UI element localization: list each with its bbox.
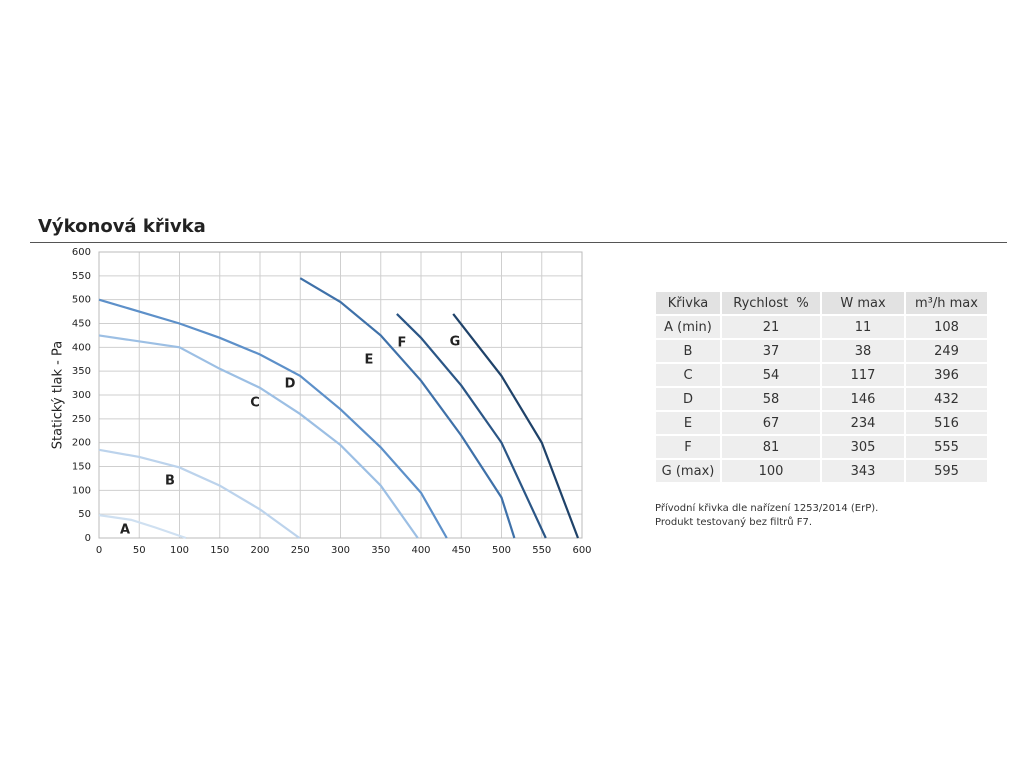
table-cell: B bbox=[654, 338, 722, 364]
table-cell: 108 bbox=[904, 314, 989, 340]
table-cell: 37 bbox=[720, 338, 822, 364]
y-tick-label: 150 bbox=[72, 462, 91, 473]
curve-label: F bbox=[398, 336, 407, 351]
table-cell: 146 bbox=[820, 386, 906, 412]
note: Produkt testovaný bez filtrů F7. bbox=[655, 517, 813, 528]
table-cell: 432 bbox=[904, 386, 989, 412]
curve-label: G bbox=[450, 335, 461, 350]
table-cell: 234 bbox=[820, 410, 906, 436]
header-cell: m³/h max bbox=[904, 290, 989, 316]
note: Přívodní křivka dle nařízení 1253/2014 (… bbox=[655, 503, 879, 514]
y-tick-label: 200 bbox=[72, 438, 91, 449]
table-cell: 343 bbox=[820, 458, 906, 484]
chart: 0 50 100 150 200 250 300 350 400 450 500 550 600 0 50 1… bbox=[51, 247, 592, 556]
table-cell: D bbox=[654, 386, 722, 412]
table-cell: 516 bbox=[904, 410, 989, 436]
table-cell: 249 bbox=[904, 338, 989, 364]
y-tick-label: 250 bbox=[72, 414, 91, 425]
table-cell: E bbox=[654, 410, 722, 436]
table-cell: 81 bbox=[720, 434, 822, 460]
x-tick-label: 600 bbox=[572, 545, 591, 556]
table-body: A (min) 21 11 108 B 37 38 249 C 54 117 396 D 58 146 432… bbox=[654, 314, 989, 484]
header-cell: Křivka bbox=[654, 290, 722, 316]
header-cell: W max bbox=[820, 290, 906, 316]
curve bbox=[98, 448, 301, 539]
table-row: D 58 146 432 bbox=[654, 386, 989, 412]
table-row: A (min) 21 11 108 bbox=[654, 314, 989, 340]
y-tick-label: 350 bbox=[72, 366, 91, 377]
curve-label: C bbox=[250, 396, 260, 411]
x-tick-label: 250 bbox=[291, 545, 310, 556]
table-cell: 555 bbox=[904, 434, 989, 460]
table-row: F 81 305 555 bbox=[654, 434, 989, 460]
y-tick-label: 400 bbox=[72, 342, 91, 353]
curve bbox=[98, 514, 187, 540]
table-cell: 100 bbox=[720, 458, 822, 484]
table-cell: 38 bbox=[820, 338, 906, 364]
y-tick-label: 500 bbox=[72, 295, 91, 306]
x-tick-label: 500 bbox=[492, 545, 511, 556]
y-tick-label: 550 bbox=[72, 271, 91, 282]
y-tick-label: 450 bbox=[72, 319, 91, 330]
table-row: B 37 38 249 bbox=[654, 338, 989, 364]
x-tick-label: 550 bbox=[532, 545, 551, 556]
x-tick-label: 450 bbox=[452, 545, 471, 556]
y-tick-label: 100 bbox=[72, 485, 91, 496]
table-cell: 54 bbox=[720, 362, 822, 388]
page-title: Výkonová křivka bbox=[38, 216, 206, 237]
header-cell: Rychlost % bbox=[720, 290, 822, 316]
x-tick-label: 150 bbox=[210, 545, 229, 556]
table-cell: 595 bbox=[904, 458, 989, 484]
table-cell: 67 bbox=[720, 410, 822, 436]
curve-label: A bbox=[120, 523, 130, 538]
table-cell: 21 bbox=[720, 314, 822, 340]
curve bbox=[452, 313, 580, 539]
table-row: C 54 117 396 bbox=[654, 362, 989, 388]
table-cell: F bbox=[654, 434, 722, 460]
table-cell: 117 bbox=[820, 362, 906, 388]
x-tick-label: 300 bbox=[331, 545, 350, 556]
table-cell: 58 bbox=[720, 386, 822, 412]
table-row: E 67 234 516 bbox=[654, 410, 989, 436]
y-tick-label: 50 bbox=[78, 509, 91, 520]
x-tick-label: 50 bbox=[133, 545, 146, 556]
x-tick-label: 350 bbox=[371, 545, 390, 556]
table-cell: 11 bbox=[820, 314, 906, 340]
curve bbox=[299, 277, 516, 539]
curve bbox=[396, 313, 547, 539]
y-tick-label: 600 bbox=[72, 247, 91, 258]
curve-label: E bbox=[365, 353, 374, 368]
plot-frame bbox=[98, 251, 583, 539]
table-cell: A (min) bbox=[654, 314, 722, 340]
table-cell: C bbox=[654, 362, 722, 388]
table-cell: G (max) bbox=[654, 458, 722, 484]
notes: Přívodní křivka dle nařízení 1253/2014 (… bbox=[655, 502, 878, 530]
x-tick-label: 400 bbox=[411, 545, 430, 556]
curve bbox=[98, 298, 448, 539]
y-axis-label: Statický tlak - Pa bbox=[51, 341, 66, 449]
title-rule bbox=[30, 242, 1007, 243]
curve-table: Křivka Rychlost % W max m³/h max A (min) 21 1… bbox=[654, 290, 989, 484]
table-header: Křivka Rychlost % W max m³/h max bbox=[654, 290, 989, 316]
y-tick-label: 0 bbox=[85, 533, 91, 544]
x-tick-label: 100 bbox=[170, 545, 189, 556]
x-tick-label: 0 bbox=[96, 545, 102, 556]
y-tick-label: 300 bbox=[72, 390, 91, 401]
x-tick-label: 200 bbox=[250, 545, 269, 556]
curve-label: D bbox=[285, 377, 296, 392]
curve-label: B bbox=[165, 474, 175, 489]
curve bbox=[98, 334, 419, 539]
table-row: G (max) 100 343 595 bbox=[654, 458, 989, 484]
table-cell: 396 bbox=[904, 362, 989, 388]
table-cell: 305 bbox=[820, 434, 906, 460]
